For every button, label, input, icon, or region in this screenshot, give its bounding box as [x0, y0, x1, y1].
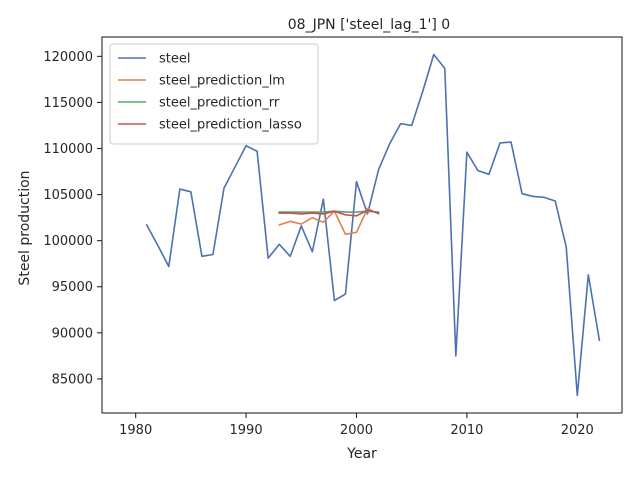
series-line-steel-prediction-rr: [278, 210, 380, 213]
legend-box: [109, 43, 319, 145]
chart-title: 08_JPN ['steel_lag_1'] 0: [288, 17, 450, 33]
legend-label: steel_prediction_lm: [159, 74, 285, 89]
x-tick-label: 1980: [119, 423, 152, 438]
axes-layer: 1980 1990 2000 2010 2020 85000 90000 95000 10000…: [43, 36, 623, 438]
y-tick-label: 95000: [52, 280, 93, 295]
plot-frame: [101, 36, 623, 414]
x-tick-label: 2010: [450, 423, 483, 438]
y-tick-label: 90000: [52, 326, 93, 341]
x-tick-label: 2000: [340, 423, 373, 438]
legend-label: steel_prediction_lasso: [159, 118, 302, 133]
y-tick-label: 100000: [43, 234, 93, 249]
x-tick-label: 2020: [561, 423, 594, 438]
legend: steel steel_prediction_lm steel_prediction…: [109, 43, 319, 145]
series-line-steel-prediction-lm: [278, 207, 380, 236]
series-line-steel-prediction-lasso: [278, 209, 380, 217]
x-tick-label: 1990: [230, 423, 263, 438]
legend-label: steel: [159, 52, 190, 67]
series-layer: [145, 53, 601, 397]
y-tick-label: 115000: [43, 96, 93, 111]
y-tick-label: 120000: [43, 50, 93, 65]
y-tick-label: 110000: [43, 142, 93, 157]
x-axis-title: Year: [346, 446, 377, 462]
y-tick-label: 85000: [52, 372, 93, 387]
y-axis-title: Steel production: [17, 170, 33, 285]
legend-label: steel_prediction_rr: [159, 96, 280, 111]
y-tick-label: 105000: [43, 188, 93, 203]
series-line-steel: [145, 53, 601, 397]
